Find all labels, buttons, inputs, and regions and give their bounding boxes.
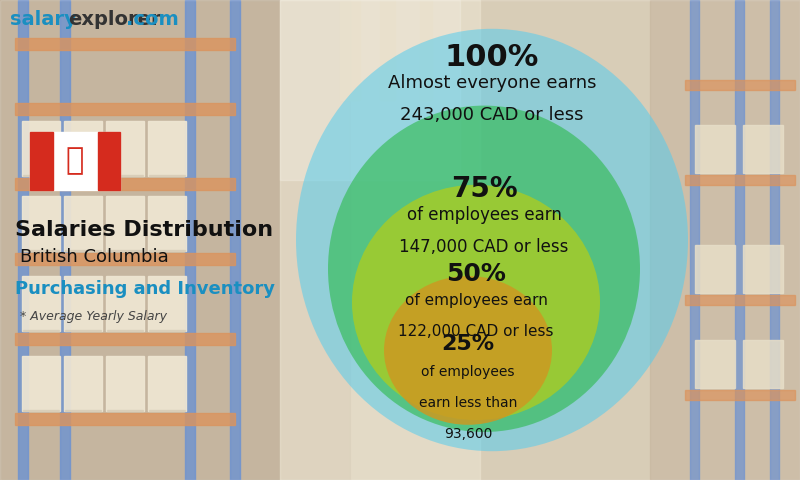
Bar — [64, 356, 102, 411]
Bar — [380, 0, 395, 100]
Bar — [23, 410, 59, 411]
Text: 93,600: 93,600 — [444, 427, 492, 441]
Bar — [148, 121, 186, 176]
Bar — [106, 196, 144, 251]
Ellipse shape — [296, 29, 688, 451]
Text: earn less than: earn less than — [419, 396, 517, 410]
Bar — [148, 276, 186, 331]
Ellipse shape — [328, 106, 640, 432]
Ellipse shape — [384, 276, 552, 425]
Bar — [15, 333, 235, 345]
Bar — [149, 410, 185, 411]
Bar — [106, 276, 144, 331]
Bar — [22, 121, 60, 176]
Text: 122,000 CAD or less: 122,000 CAD or less — [398, 324, 554, 339]
Bar — [149, 330, 185, 331]
Text: 🍁: 🍁 — [66, 146, 84, 176]
Bar — [420, 0, 432, 100]
Bar — [65, 410, 101, 411]
Bar — [106, 121, 144, 176]
Text: salary: salary — [10, 10, 77, 29]
Bar — [30, 132, 53, 190]
Bar — [340, 0, 360, 100]
Bar — [22, 276, 60, 331]
Bar — [148, 356, 186, 411]
Text: of employees: of employees — [422, 365, 514, 379]
Bar — [685, 295, 795, 305]
Bar — [65, 175, 101, 176]
Bar — [650, 0, 800, 480]
Bar — [106, 356, 144, 411]
Text: of employees earn: of employees earn — [406, 206, 562, 224]
Bar — [15, 253, 235, 265]
Bar — [0, 0, 350, 480]
Bar — [735, 0, 744, 480]
Bar — [60, 0, 70, 480]
Text: British Columbia: British Columbia — [20, 248, 169, 266]
Bar — [280, 0, 460, 180]
Bar — [743, 245, 783, 293]
Bar — [685, 175, 795, 185]
Bar — [280, 0, 480, 480]
Bar — [185, 0, 195, 480]
Text: Almost everyone earns: Almost everyone earns — [388, 74, 596, 93]
Bar — [23, 330, 59, 331]
Bar — [695, 125, 735, 173]
Bar — [107, 250, 143, 251]
Text: explorer: explorer — [68, 10, 161, 29]
Bar — [690, 0, 699, 480]
Bar — [64, 121, 102, 176]
Bar — [695, 340, 735, 388]
Bar — [23, 175, 59, 176]
Bar — [23, 250, 59, 251]
Bar — [65, 250, 101, 251]
Bar — [107, 410, 143, 411]
Bar — [149, 250, 185, 251]
Bar — [743, 125, 783, 173]
Bar — [64, 196, 102, 251]
Bar — [230, 0, 240, 480]
Bar — [107, 330, 143, 331]
Bar — [695, 245, 735, 293]
Text: 243,000 CAD or less: 243,000 CAD or less — [400, 106, 584, 123]
Text: Salaries Distribution: Salaries Distribution — [15, 220, 273, 240]
Text: .com: .com — [126, 10, 178, 29]
Bar — [15, 178, 235, 190]
Bar — [685, 390, 795, 400]
Bar — [685, 80, 795, 90]
Text: 100%: 100% — [445, 43, 539, 72]
Text: 25%: 25% — [442, 334, 494, 354]
Bar — [15, 413, 235, 425]
Bar — [65, 330, 101, 331]
Text: 50%: 50% — [446, 262, 506, 286]
Bar — [98, 132, 120, 190]
Text: * Average Yearly Salary: * Average Yearly Salary — [20, 310, 167, 323]
Text: Purchasing and Inventory: Purchasing and Inventory — [15, 280, 275, 298]
Text: of employees earn: of employees earn — [405, 293, 547, 308]
Bar — [149, 175, 185, 176]
Text: 75%: 75% — [450, 175, 518, 203]
Bar — [22, 196, 60, 251]
Bar — [18, 0, 28, 480]
Bar — [148, 196, 186, 251]
Bar — [15, 103, 235, 115]
Bar — [107, 175, 143, 176]
Bar — [22, 356, 60, 411]
Bar — [743, 340, 783, 388]
Ellipse shape — [352, 185, 600, 420]
Bar — [770, 0, 779, 480]
Bar — [30, 132, 120, 190]
Bar — [64, 276, 102, 331]
Text: 147,000 CAD or less: 147,000 CAD or less — [399, 238, 569, 255]
Bar — [15, 38, 235, 50]
